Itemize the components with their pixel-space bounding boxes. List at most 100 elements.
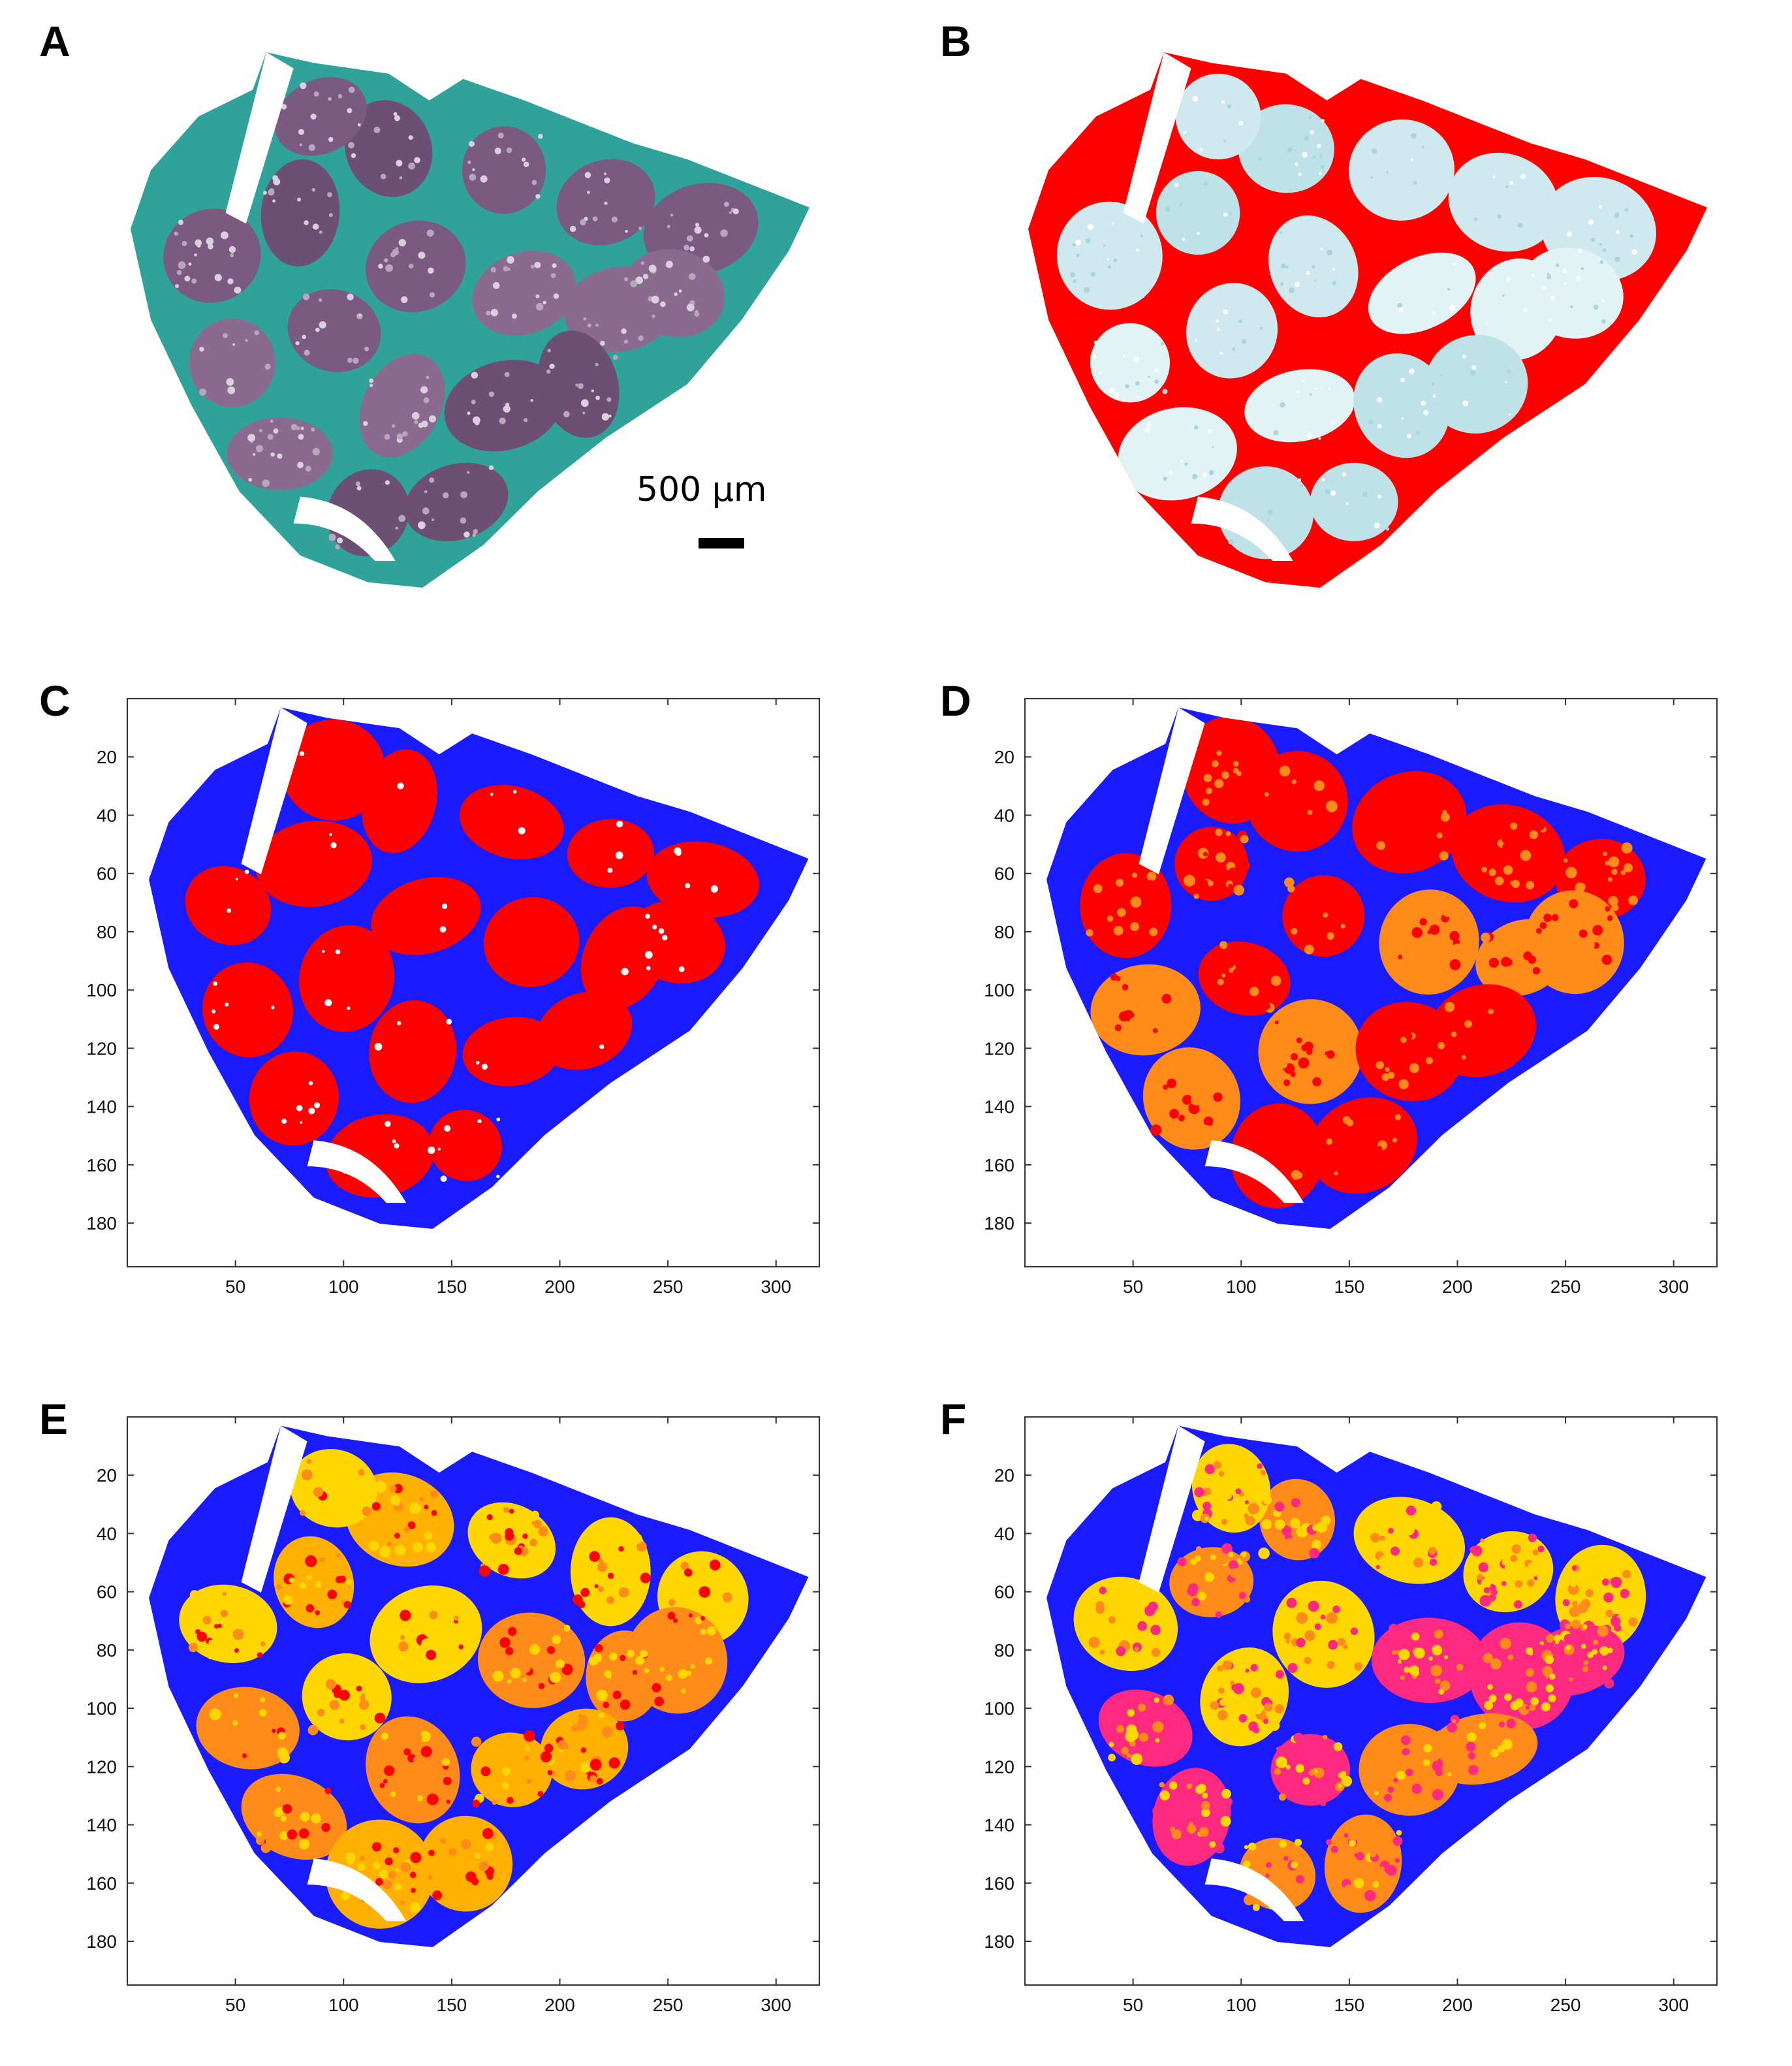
panel-e-speckle <box>329 1700 339 1710</box>
panel-e-speckle <box>259 1709 267 1717</box>
panel-d-speckle <box>1264 792 1269 797</box>
panel-f-speckle <box>1258 1548 1270 1559</box>
panel-a-speckle <box>311 427 315 432</box>
panel-a-speckle <box>418 251 426 259</box>
panel-d-speckle <box>1426 967 1432 974</box>
panel-d-speckle <box>1291 1169 1301 1180</box>
panel-f-speckle <box>1493 1642 1499 1648</box>
panel-e-speckle <box>233 1693 238 1698</box>
panel-e-speckle <box>315 1610 321 1615</box>
panel-c-x-tick-label: 150 <box>437 1277 467 1297</box>
panel-a-speckle <box>255 445 263 453</box>
panel-b-speckle <box>1321 119 1325 123</box>
panel-c-speckle <box>212 1009 216 1013</box>
panel-e-speckle <box>409 1502 421 1515</box>
panel-a-speckle <box>473 529 479 534</box>
panel-d-speckle <box>1219 941 1228 949</box>
panel-a-speckle <box>390 252 396 258</box>
panel-d-speckle <box>1404 785 1414 795</box>
panel-a-lobe <box>472 250 576 336</box>
panel-d-speckle <box>1269 1137 1280 1149</box>
panel-a-speckle <box>630 280 638 287</box>
panel-d-speckle <box>1182 1094 1193 1105</box>
panel-a-speckle <box>402 431 408 437</box>
panel-e-speckle <box>652 1683 661 1693</box>
panel-e-speckle <box>374 1712 386 1724</box>
panel-b-speckle <box>1411 158 1413 161</box>
panel-d-speckle <box>1210 950 1220 960</box>
panel-e-speckle <box>700 1629 707 1635</box>
panel-d-speckle <box>1240 834 1249 844</box>
panel-e-speckle <box>275 1584 282 1590</box>
panel-d-speckle <box>1233 767 1239 774</box>
panel-e-speckle <box>507 1679 512 1684</box>
panel-f-speckle <box>1152 1721 1164 1733</box>
panel-d-speckle <box>1323 912 1328 918</box>
panel-f-speckle <box>1587 1651 1594 1659</box>
panel-label-a: A <box>39 17 71 65</box>
panel-f-speckle <box>1099 1586 1107 1595</box>
panel-b-speckle <box>1590 237 1596 242</box>
panel-f-hole <box>1204 1858 1304 1922</box>
panel-e-speckle <box>440 1838 447 1844</box>
panel-f-speckle <box>1323 1602 1327 1607</box>
panel-e-speckle <box>231 1592 242 1603</box>
panel-f-speckle <box>1155 1748 1161 1754</box>
panel-d-speckle <box>1290 1053 1298 1061</box>
panel-d-speckle <box>1242 1178 1246 1183</box>
panel-d-speckle <box>1467 1042 1478 1053</box>
panel-e-speckle <box>597 1562 608 1572</box>
panel-d-speckle <box>1562 953 1575 965</box>
panel-f-speckle <box>1569 1677 1573 1682</box>
panel-e-speckle <box>704 1657 713 1665</box>
panel-b-speckle <box>1266 518 1270 522</box>
panel-a-speckle <box>595 362 599 366</box>
panel-b-speckle <box>1087 224 1093 230</box>
panel-f-speckle <box>1428 1751 1439 1762</box>
panel-b-speckle <box>1238 120 1244 126</box>
panel-f-speckle <box>1152 1807 1160 1815</box>
panel-b-speckle <box>1386 170 1389 174</box>
panel-b-speckle <box>1377 397 1383 403</box>
panel-e-speckle <box>589 1687 595 1693</box>
panel-f-y-tick-label: 160 <box>984 1873 1014 1894</box>
panel-d-speckle <box>1454 943 1461 951</box>
panel-f-speckle <box>1293 1732 1304 1743</box>
panel-d-speckle <box>1592 925 1603 936</box>
panel-d-speckle <box>1334 1171 1338 1176</box>
panel-d-speckle <box>1215 989 1225 1000</box>
panel-a-speckle <box>467 471 470 474</box>
panel-d-speckle <box>1340 923 1345 929</box>
panel-a-speckle <box>208 244 213 249</box>
panel-b-lobe <box>1310 462 1398 541</box>
panel-f-speckle <box>1585 1589 1594 1598</box>
panel-e-speckle <box>426 1793 439 1805</box>
panel-f-speckle <box>1490 1722 1496 1727</box>
panel-a-speckle <box>378 263 383 269</box>
panel-d-speckle <box>1270 976 1281 986</box>
panel-e-speckle <box>232 1629 244 1640</box>
panel-e-speckle <box>734 1579 739 1585</box>
panel-d-speckle <box>1427 930 1432 934</box>
panel-a-speckle <box>667 225 670 229</box>
panel-a-lobe <box>260 159 340 266</box>
panel-b-speckle <box>1232 347 1236 351</box>
panel-d-speckle <box>1199 745 1208 754</box>
panel-b-speckle <box>1486 322 1488 325</box>
panel-c-lobes <box>185 707 759 1203</box>
panel-a-speckle <box>467 411 471 415</box>
panel-c-speckle <box>213 1024 219 1030</box>
panel-f-speckle <box>1620 1589 1630 1598</box>
panel-a-speckle <box>302 334 306 340</box>
panel-b-speckle <box>1229 212 1233 215</box>
panel-a-speckle <box>356 486 362 491</box>
panel-e-speckle <box>370 1722 378 1729</box>
panel-e-speckle <box>571 1724 578 1732</box>
panel-e-speckle <box>578 1600 586 1608</box>
panel-b-speckle <box>1599 260 1604 264</box>
panel-f-speckle <box>1469 1720 1478 1729</box>
panel-f-speckle <box>1504 1562 1517 1574</box>
panel-b-speckle <box>1377 494 1382 499</box>
panel-c-lobe <box>459 785 564 860</box>
panel-b-speckle <box>1294 281 1300 287</box>
